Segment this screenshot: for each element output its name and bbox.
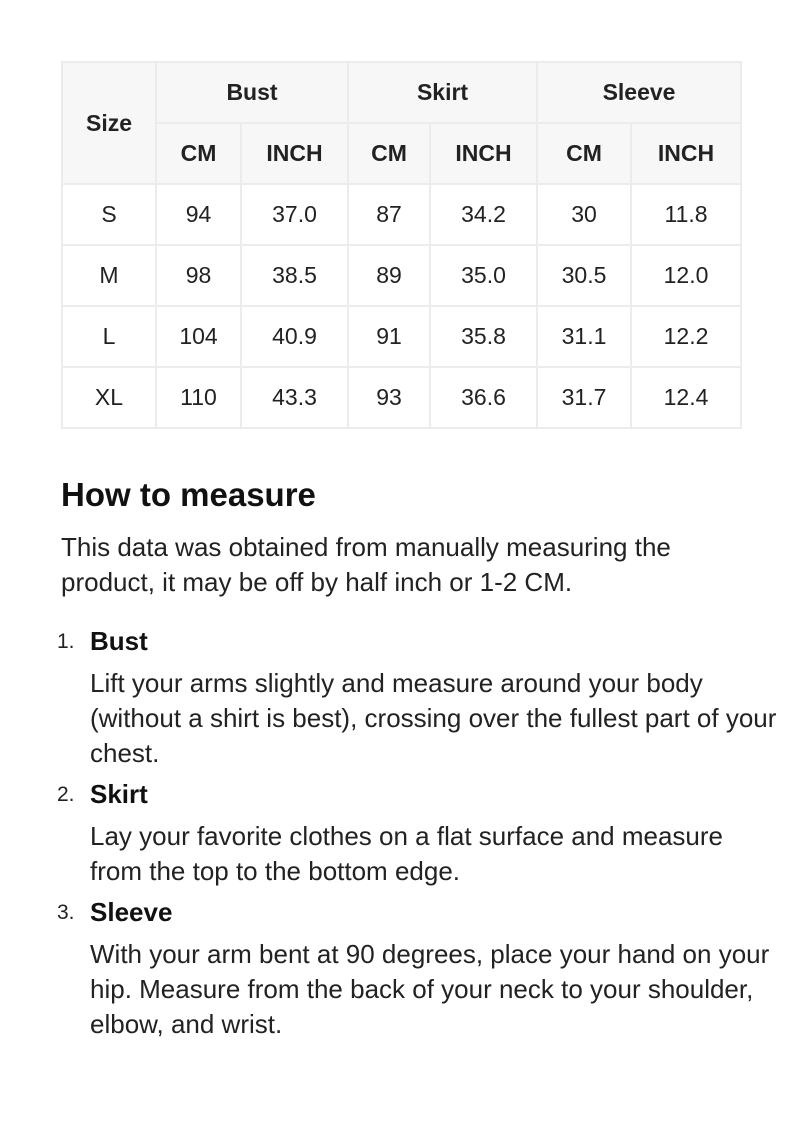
value-cell: 12.2 xyxy=(630,305,743,368)
measure-steps: 1. Bust Lift your arms slightly and measur… xyxy=(0,622,780,1046)
value-cell: 11.8 xyxy=(630,183,743,246)
value-cell: 40.9 xyxy=(240,305,349,368)
unit-header: INCH xyxy=(240,122,349,185)
value-cell: 93 xyxy=(347,366,431,429)
header-row-groups: Size Bust Skirt Sleeve xyxy=(61,61,743,185)
table-row: XL 110 43.3 93 36.6 31.7 12.4 xyxy=(61,366,743,429)
value-cell: 31.7 xyxy=(536,366,633,429)
section-heading: How to measure xyxy=(61,476,316,513)
value-cell: 34.2 xyxy=(428,183,539,246)
value-cell: 43.3 xyxy=(240,366,349,429)
step-item: 3. Sleeve With your arm bent at 90 degrees… xyxy=(0,893,780,1042)
value-cell: 89 xyxy=(347,244,431,307)
unit-header: CM xyxy=(347,122,431,185)
size-cell: L xyxy=(61,305,157,368)
step-item: 2. Skirt Lay your favorite clothes on a fl… xyxy=(0,775,780,889)
value-cell: 30.5 xyxy=(536,244,633,307)
value-cell: 104 xyxy=(155,305,242,368)
unit-header: INCH xyxy=(630,122,743,185)
group-header: Sleeve xyxy=(536,61,743,124)
table-row: S 94 37.0 87 34.2 30 11.8 xyxy=(61,183,743,246)
step-description: Lay your favorite clothes on a flat surf… xyxy=(90,821,724,886)
value-cell: 38.5 xyxy=(240,244,349,307)
unit-header: INCH xyxy=(428,122,539,185)
size-header: Size xyxy=(61,61,157,185)
size-cell: S xyxy=(61,183,157,246)
step-description: With your arm bent at 90 degrees, place … xyxy=(90,939,770,1039)
size-cell: XL xyxy=(61,366,157,429)
step-title: Sleeve xyxy=(90,897,173,927)
group-header: Skirt xyxy=(346,61,539,124)
value-cell: 30 xyxy=(536,183,633,246)
unit-header: CM xyxy=(155,122,242,185)
header-row-units: CM INCH CM INCH CM INCH xyxy=(62,122,743,185)
step-title: Bust xyxy=(90,626,148,656)
value-cell: 12.4 xyxy=(630,366,743,429)
step-item: 1. Bust Lift your arms slightly and measur… xyxy=(0,622,780,771)
value-cell: 35.8 xyxy=(428,305,539,368)
intro-text: This data was obtained from manually mea… xyxy=(61,532,671,597)
value-cell: 36.6 xyxy=(428,366,539,429)
step-number: 3. xyxy=(57,901,75,924)
unit-header: CM xyxy=(536,122,633,185)
value-cell: 35.0 xyxy=(428,244,539,307)
value-cell: 98 xyxy=(155,244,242,307)
value-cell: 12.0 xyxy=(630,244,743,307)
value-cell: 37.0 xyxy=(240,183,349,246)
value-cell: 31.1 xyxy=(536,305,633,368)
value-cell: 87 xyxy=(347,183,431,246)
value-cell: 94 xyxy=(155,183,242,246)
value-cell: 91 xyxy=(347,305,431,368)
table-row: M 98 38.5 89 35.0 30.5 12.0 xyxy=(61,244,743,307)
step-number: 1. xyxy=(57,630,75,653)
step-description: Lift your arms slightly and measure arou… xyxy=(90,668,777,768)
size-cell: M xyxy=(61,244,157,307)
group-header: Bust xyxy=(155,61,349,124)
size-chart-table: Size Bust Skirt Sleeve CM INCH CM INCH C… xyxy=(61,61,743,429)
step-title: Skirt xyxy=(90,779,148,809)
value-cell: 110 xyxy=(155,366,242,429)
step-number: 2. xyxy=(57,783,75,806)
table-row: L 104 40.9 91 35.8 31.1 12.2 xyxy=(61,305,743,368)
